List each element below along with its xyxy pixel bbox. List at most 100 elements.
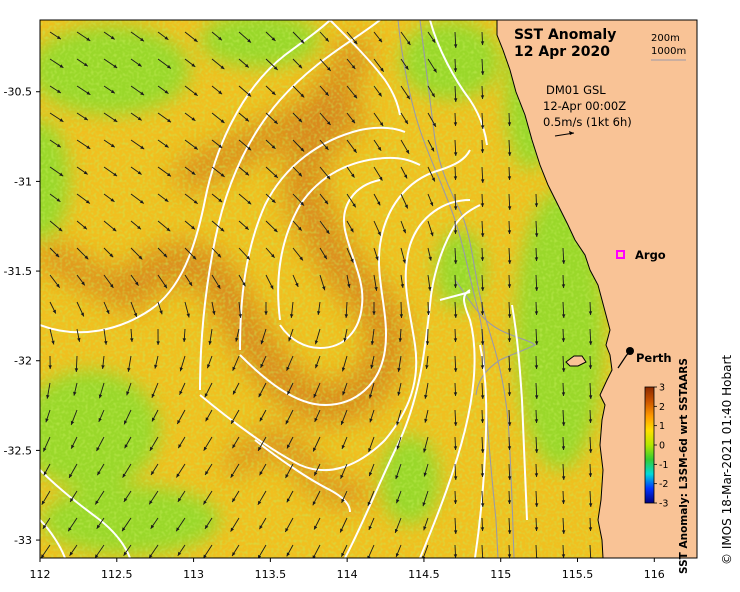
current-arrow	[232, 436, 240, 449]
current-arrow	[561, 274, 566, 289]
current-arrow	[103, 247, 114, 258]
sst-contour-16	[40, 519, 66, 558]
current-arrow	[69, 490, 78, 503]
sst-contour-9	[429, 20, 488, 146]
current-arrow	[130, 139, 145, 150]
current-arrow	[398, 328, 402, 343]
current-arrow	[507, 355, 512, 373]
current-arrow	[373, 193, 381, 206]
current-arrow	[339, 517, 348, 533]
current-arrow	[400, 58, 409, 70]
current-arrow	[231, 544, 240, 557]
current-arrow	[284, 517, 294, 533]
current-arrow	[46, 382, 51, 399]
sst-contours	[40, 20, 528, 558]
current-arrow	[372, 302, 376, 315]
current-arrow	[507, 274, 512, 289]
current-arrow	[400, 166, 408, 179]
current-arrow	[76, 328, 81, 342]
current-arrow	[121, 517, 132, 532]
current-arrow	[292, 139, 305, 152]
current-arrow	[177, 544, 186, 557]
current-arrow	[98, 382, 105, 399]
current-arrow	[204, 463, 213, 476]
current-arrow	[425, 328, 430, 346]
x-tick-label: 115.5	[562, 568, 594, 581]
current-arrow	[480, 58, 485, 76]
current-arrow	[507, 463, 512, 481]
current-arrow	[103, 112, 118, 123]
current-arrow	[76, 301, 85, 317]
sst-contour-11	[344, 204, 481, 558]
current-arrow	[480, 517, 485, 532]
x-axis: 112 112.5 113 113.5 114 114.5 115 115.5 116	[30, 558, 665, 581]
current-arrow	[157, 139, 169, 148]
current-arrow	[319, 274, 326, 291]
y-tick-label: -32	[14, 355, 32, 368]
current-arrow	[211, 274, 221, 289]
current-arrow	[561, 517, 566, 535]
depth-legend-200m: 200m	[651, 33, 680, 44]
current-arrow	[396, 409, 402, 426]
current-info-line3: 0.5m/s (1kt 6h)	[543, 115, 632, 129]
current-arrow	[453, 31, 458, 49]
current-arrow	[369, 382, 375, 399]
current-arrow	[588, 409, 593, 424]
current-arrow	[561, 247, 566, 265]
current-arrow	[346, 31, 358, 45]
current-arrow	[150, 463, 159, 476]
current-arrow	[424, 382, 429, 399]
current-arrow	[49, 31, 62, 40]
current-arrow	[122, 463, 132, 478]
current-arrow	[561, 328, 566, 343]
current-arrow	[286, 382, 294, 395]
current-arrow	[130, 220, 142, 230]
current-arrow	[427, 139, 435, 152]
current-arrow	[422, 490, 429, 507]
current-arrow	[211, 193, 223, 203]
current-arrow	[184, 193, 198, 205]
current-arrow	[184, 166, 196, 176]
current-arrow	[130, 166, 142, 175]
current-arrow	[288, 328, 294, 342]
current-arrow	[260, 355, 267, 368]
current-arrow	[123, 544, 132, 556]
current-arrow	[423, 463, 429, 477]
current-arrow	[76, 274, 86, 286]
current-arrow	[49, 166, 64, 177]
current-arrow	[130, 31, 145, 42]
current-arrow	[369, 409, 375, 423]
current-arrow	[395, 544, 402, 558]
current-arrow	[400, 31, 411, 46]
current-arrow	[453, 85, 458, 103]
current-arrow	[124, 436, 132, 449]
map-title-line2: 12 Apr 2020	[514, 44, 610, 60]
current-arrow	[211, 247, 222, 258]
current-arrow	[264, 302, 268, 315]
current-arrow	[453, 220, 458, 235]
current-arrow	[397, 382, 402, 396]
current-arrow	[427, 112, 437, 128]
current-arrow	[453, 463, 458, 481]
current-arrow	[103, 301, 110, 315]
current-arrow	[265, 58, 279, 71]
current-arrow	[561, 382, 566, 397]
current-arrow	[534, 193, 539, 208]
current-arrow	[340, 409, 348, 426]
current-arrow	[453, 247, 458, 265]
current-arrow	[534, 274, 539, 292]
current-arrow	[76, 31, 91, 42]
current-arrow	[260, 328, 267, 345]
current-arrow	[76, 193, 91, 204]
sst-contour-17	[439, 291, 471, 301]
current-arrow	[317, 301, 321, 315]
current-arrow	[203, 436, 213, 451]
current-arrow	[346, 58, 356, 70]
current-arrow	[68, 463, 78, 479]
current-arrow	[49, 301, 57, 314]
current-arrow	[49, 112, 64, 123]
current-arrow	[123, 409, 132, 425]
current-arrow	[96, 517, 105, 530]
current-arrow	[319, 247, 328, 260]
